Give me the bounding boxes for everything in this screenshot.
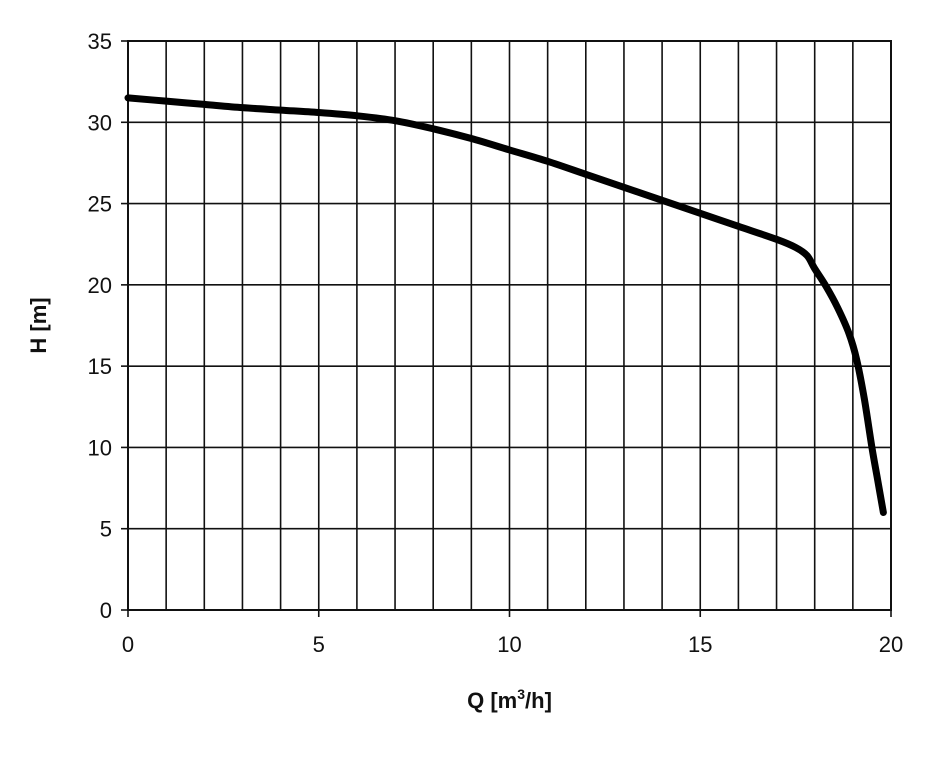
- x-axis-title-superscript: 3: [517, 686, 525, 702]
- y-axis-ticks: 0 5 10 15 20 25 30 35: [88, 29, 128, 623]
- x-tick-label: 15: [688, 632, 712, 657]
- series-group: [124, 94, 887, 516]
- y-tick-label: 20: [88, 273, 112, 298]
- x-tick-label: 20: [879, 632, 903, 657]
- y-tick-label: 5: [100, 517, 112, 542]
- y-tick-label: 30: [88, 110, 112, 135]
- series-line-pump-curve: [124, 94, 887, 516]
- y-tick-label: 25: [88, 192, 112, 217]
- grid: [128, 41, 891, 610]
- y-tick-label: 10: [88, 435, 112, 460]
- y-tick-label: 15: [88, 354, 112, 379]
- x-tick-label: 10: [497, 632, 521, 657]
- x-tick-label: 5: [313, 632, 325, 657]
- y-axis-title: H [m]: [26, 297, 51, 353]
- x-axis-title-suffix: /h]: [525, 688, 552, 713]
- x-tick-label: 0: [122, 632, 134, 657]
- y-tick-label: 0: [100, 598, 112, 623]
- x-axis-title-main: Q [m: [467, 688, 517, 713]
- x-axis-title: Q [m3/h]: [467, 686, 552, 713]
- y-tick-label: 35: [88, 29, 112, 54]
- x-axis-ticks: 0 5 10 15 20: [122, 610, 903, 657]
